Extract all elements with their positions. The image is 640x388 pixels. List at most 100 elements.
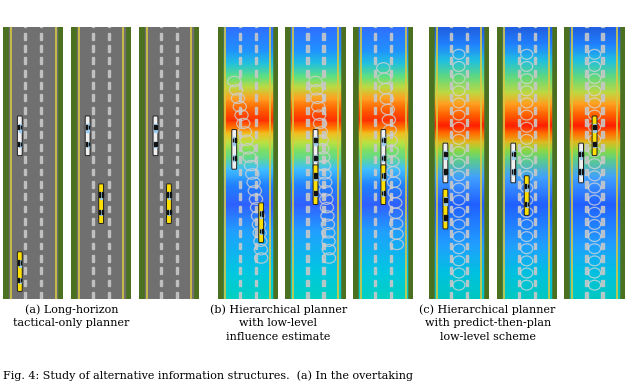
Bar <box>291 143 340 144</box>
Bar <box>582 169 583 173</box>
Bar <box>374 206 376 212</box>
Bar <box>291 162 340 163</box>
Bar <box>223 218 272 219</box>
Bar <box>92 230 94 237</box>
Bar <box>255 57 257 64</box>
Bar <box>435 218 483 219</box>
Bar <box>176 193 178 200</box>
Bar <box>570 36 619 37</box>
Bar <box>291 268 340 269</box>
Bar <box>502 141 551 142</box>
Bar <box>323 82 324 89</box>
Bar <box>390 45 392 52</box>
Bar <box>450 82 452 89</box>
Bar <box>223 244 272 245</box>
Bar <box>291 48 340 49</box>
Bar <box>502 250 551 251</box>
Bar <box>502 230 551 231</box>
Bar <box>359 77 408 78</box>
Bar <box>586 82 588 89</box>
Bar <box>307 168 308 175</box>
Bar <box>223 257 272 258</box>
Bar <box>435 82 483 83</box>
Bar <box>359 29 408 30</box>
Bar <box>291 190 340 191</box>
Bar <box>160 292 162 299</box>
Bar <box>570 92 619 93</box>
Bar <box>40 181 42 188</box>
Bar <box>359 272 408 274</box>
Bar <box>502 280 551 281</box>
Bar <box>435 147 483 149</box>
Bar <box>40 168 42 175</box>
Bar <box>502 246 551 247</box>
Bar <box>223 188 272 189</box>
Bar <box>502 125 551 126</box>
Bar <box>570 106 619 107</box>
Bar <box>170 192 171 197</box>
Bar <box>291 174 340 175</box>
Bar <box>176 33 178 40</box>
Bar <box>435 64 483 65</box>
Bar <box>239 206 241 212</box>
Bar <box>359 249 408 250</box>
Bar <box>435 169 483 170</box>
Bar <box>435 151 483 152</box>
Bar <box>502 279 551 280</box>
Bar <box>314 137 317 145</box>
Bar <box>502 70 551 71</box>
Bar <box>359 223 408 225</box>
Bar <box>502 159 551 160</box>
Bar <box>223 93 272 94</box>
Bar <box>435 135 483 136</box>
Bar <box>502 203 551 204</box>
Bar <box>18 260 19 265</box>
Bar <box>435 103 483 104</box>
Bar <box>435 48 483 49</box>
Bar <box>24 255 26 262</box>
Bar <box>291 77 340 78</box>
Bar <box>359 61 408 62</box>
Bar <box>435 134 483 135</box>
Bar <box>502 112 551 113</box>
Bar <box>24 280 26 286</box>
Bar <box>382 155 385 161</box>
Bar <box>570 33 619 35</box>
Bar <box>466 119 468 126</box>
Bar <box>435 197 483 198</box>
Bar <box>502 85 551 86</box>
Bar <box>435 202 483 203</box>
Bar <box>390 21 392 27</box>
Bar <box>570 58 619 59</box>
Bar <box>223 132 272 133</box>
Bar <box>502 80 551 81</box>
Bar <box>223 84 272 85</box>
Bar <box>466 132 468 138</box>
Bar <box>502 185 551 187</box>
Bar <box>435 258 483 259</box>
Bar <box>223 104 272 105</box>
Bar <box>359 268 408 269</box>
Bar <box>381 138 383 142</box>
Bar <box>307 156 308 163</box>
Bar <box>502 30 551 31</box>
Bar <box>390 144 392 151</box>
Bar <box>291 275 340 276</box>
Bar <box>323 267 324 274</box>
Bar <box>502 201 551 202</box>
Bar <box>502 150 551 151</box>
Bar <box>40 144 42 151</box>
Bar <box>435 183 483 184</box>
Bar <box>359 182 408 183</box>
Bar <box>291 213 340 214</box>
Bar <box>502 278 551 279</box>
Bar <box>466 82 468 89</box>
Bar <box>359 64 408 65</box>
Bar <box>359 33 408 35</box>
Bar <box>239 94 241 101</box>
Bar <box>255 132 257 138</box>
Bar <box>435 145 483 146</box>
Bar <box>359 284 408 285</box>
Bar <box>223 36 272 37</box>
Bar <box>435 228 483 229</box>
